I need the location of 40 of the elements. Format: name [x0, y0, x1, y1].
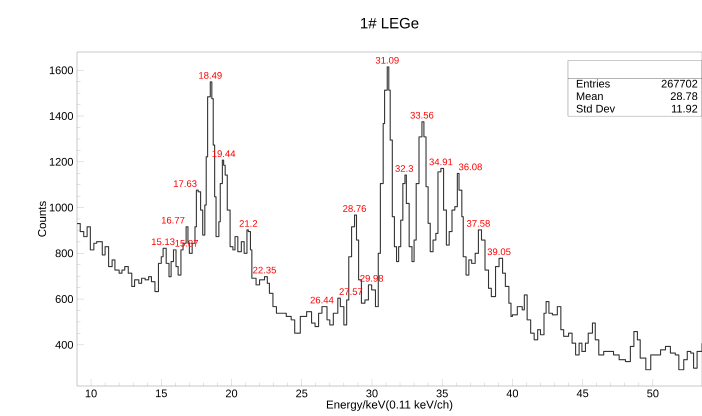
annotation: 15.13 [152, 238, 175, 246]
y-tick-label: 1400 [50, 112, 74, 120]
annotation: 17.63 [174, 180, 197, 187]
annotation: Std Dev [576, 104, 616, 113]
y-tick-label: 1000 [50, 204, 74, 212]
annotation: 11.92 [672, 104, 698, 113]
annotation: 28.78 [670, 92, 698, 100]
x-tick-label: 10 [86, 390, 97, 398]
y-axis-title: Counts [38, 201, 46, 237]
x-axis-title: Energy/keV(0.11 keV/ch) [326, 400, 452, 411]
y-tick-label: 1600 [50, 66, 74, 74]
y-tick-label: 600 [56, 295, 74, 303]
annotation: Mean [576, 92, 603, 100]
y-tick-label: 1200 [50, 158, 74, 166]
annotation: 33.56 [410, 112, 434, 119]
annotation: 34.91 [429, 158, 452, 166]
annotation: 28.76 [343, 205, 366, 212]
x-tick-label: 45 [576, 390, 588, 398]
x-tick-label: 30 [366, 390, 378, 398]
annotation: 21.2 [240, 220, 258, 227]
x-tick-label: 50 [647, 390, 659, 398]
annotation: 39.05 [488, 248, 511, 256]
annotation: 32.3 [395, 165, 414, 172]
x-tick-label: 40 [506, 390, 518, 398]
annotation: 31.09 [376, 56, 399, 64]
y-tick-label: 800 [56, 249, 74, 258]
annotation: 267702 [662, 80, 698, 88]
annotation: 36.08 [458, 164, 482, 170]
annotation: 37.58 [466, 220, 490, 227]
x-tick-label: 35 [436, 390, 448, 398]
annotation: 22.35 [253, 266, 276, 274]
x-tick-label: 25 [296, 390, 308, 398]
annotation: Entries [576, 79, 610, 88]
annotation: 26.44 [310, 296, 334, 304]
chart-title: 1# LEGe [361, 18, 418, 28]
x-tick-label: 20 [226, 390, 238, 398]
y-tick-label: 400 [55, 340, 74, 349]
x-tick-label: 15 [156, 390, 167, 398]
annotation: 16.77 [162, 216, 184, 224]
annotation: 18.49 [199, 72, 222, 79]
